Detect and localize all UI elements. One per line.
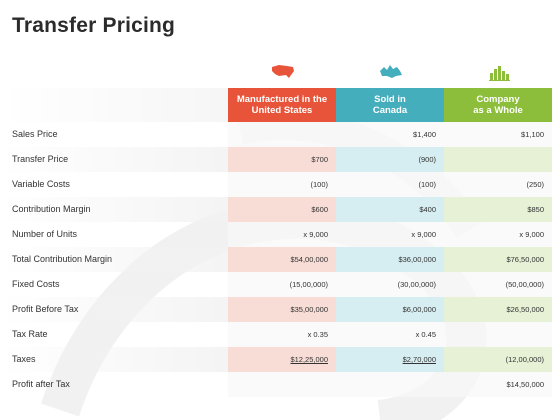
table-row: Profit Before Tax $35,00,000 $6,00,000 $26,… — [0, 297, 552, 322]
row-label: Contribution Margin — [12, 204, 91, 214]
cell-company: (50,00,000) — [444, 272, 552, 297]
cell-company: x 9,000 — [444, 222, 552, 247]
cell-us: (15,00,000) — [228, 272, 336, 297]
cell-us — [228, 122, 336, 147]
cell-us: x 9,000 — [228, 222, 336, 247]
table-row: Variable Costs (100) (100) (250) — [0, 172, 552, 197]
row-label: Taxes — [12, 354, 36, 364]
cell-company: (250) — [444, 172, 552, 197]
cell-canada: x 0.45 — [336, 322, 444, 347]
bar-chart-icon — [489, 66, 510, 81]
row-label: Profit after Tax — [12, 379, 70, 389]
cell-us — [228, 372, 336, 397]
table-row: Tax Rate x 0.35 x 0.45 — [0, 322, 552, 347]
row-label: Variable Costs — [12, 179, 70, 189]
cell-us: $12,25,000 — [228, 347, 336, 372]
cell-company: $76,50,000 — [444, 247, 552, 272]
cell-company — [444, 147, 552, 172]
cell-us: x 0.35 — [228, 322, 336, 347]
cell-canada: (900) — [336, 147, 444, 172]
cell-canada: x 9,000 — [336, 222, 444, 247]
cell-company: $26,50,000 — [444, 297, 552, 322]
cell-canada: $2,70,000 — [336, 347, 444, 372]
cell-company: $1,100 — [444, 122, 552, 147]
row-label: Transfer Price — [12, 154, 69, 164]
cell-canada: (100) — [336, 172, 444, 197]
page-title: Transfer Pricing — [12, 14, 176, 37]
canada-map-icon — [380, 65, 402, 78]
cell-us: (100) — [228, 172, 336, 197]
table-row: Number of Units x 9,000 x 9,000 x 9,000 — [0, 222, 552, 247]
row-label: Number of Units — [12, 229, 78, 239]
cell-company: $850 — [444, 197, 552, 222]
cell-canada: $36,00,000 — [336, 247, 444, 272]
column-header-us: Manufactured in the United States — [228, 88, 336, 122]
table-row: Fixed Costs (15,00,000) (30,00,000) (50,00,… — [0, 272, 552, 297]
table-row: Taxes $12,25,000 $2,70,000 (12,00,000) — [0, 347, 552, 372]
cell-us: $600 — [228, 197, 336, 222]
table-row: Total Contribution Margin $54,00,000 $36,0… — [0, 247, 552, 272]
table-row: Sales Price $1,400 $1,100 — [0, 122, 552, 147]
cell-canada: $1,400 — [336, 122, 444, 147]
row-label: Tax Rate — [12, 329, 48, 339]
table-row: Contribution Margin $600 $400 $850 — [0, 197, 552, 222]
row-label-background — [0, 347, 228, 372]
cell-company — [444, 322, 552, 347]
row-label-background — [0, 147, 228, 172]
row-label: Sales Price — [12, 129, 58, 139]
cell-us: $54,00,000 — [228, 247, 336, 272]
header-fade — [0, 88, 228, 122]
row-label-background — [0, 247, 228, 272]
cell-company: $14,50,000 — [444, 372, 552, 397]
row-label-background — [0, 297, 228, 322]
column-header-company: Company as a Whole — [444, 88, 552, 122]
cell-us: $35,00,000 — [228, 297, 336, 322]
cell-canada: (30,00,000) — [336, 272, 444, 297]
row-label: Total Contribution Margin — [12, 254, 113, 264]
cell-canada: $400 — [336, 197, 444, 222]
column-header-canada: Sold in Canada — [336, 88, 444, 122]
cell-us: $700 — [228, 147, 336, 172]
row-label-background — [0, 197, 228, 222]
row-label: Fixed Costs — [12, 279, 60, 289]
cell-canada: $6,00,000 — [336, 297, 444, 322]
table-row: Profit after Tax $14,50,000 — [0, 372, 552, 397]
table-row: Transfer Price $700 (900) — [0, 147, 552, 172]
cell-canada — [336, 372, 444, 397]
row-label: Profit Before Tax — [12, 304, 79, 314]
cell-company: (12,00,000) — [444, 347, 552, 372]
usa-map-icon — [272, 65, 294, 78]
